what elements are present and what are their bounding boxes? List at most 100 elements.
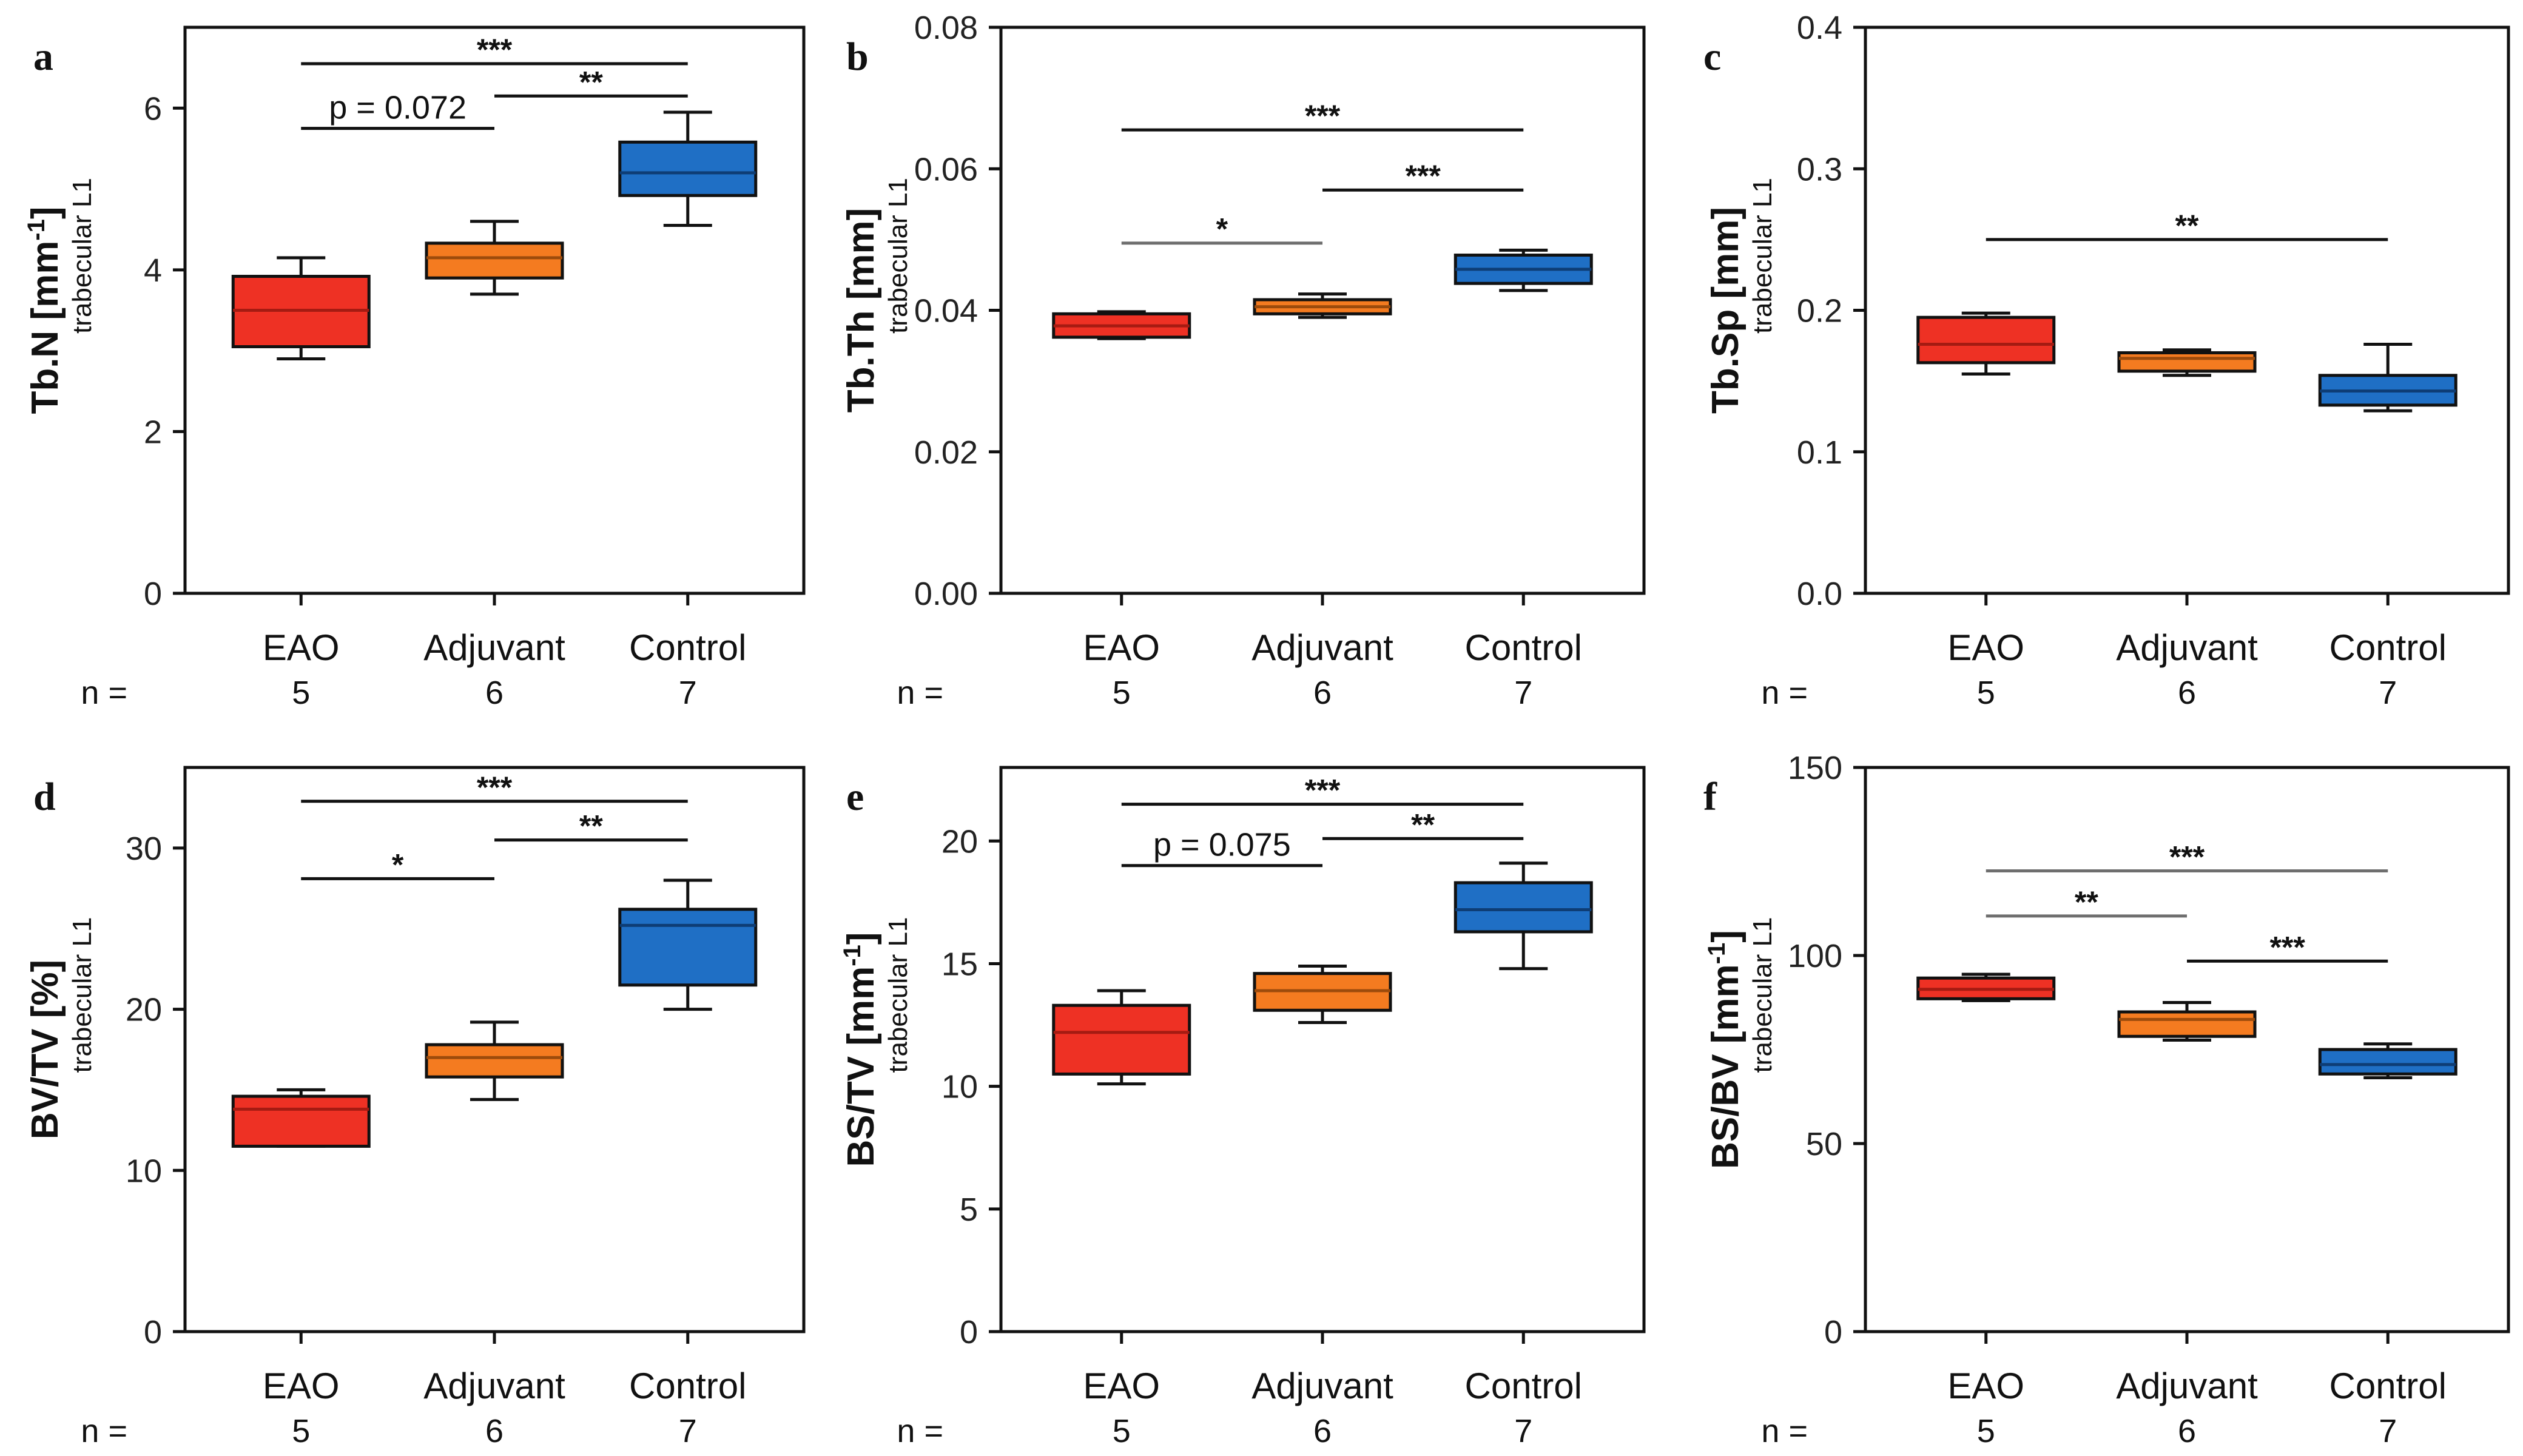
y-tick-label: 0.02 (914, 434, 978, 471)
n-count: 7 (679, 1413, 697, 1449)
category-label: Adjuvant (2116, 627, 2258, 668)
y-tick-label: 0.04 (914, 293, 978, 329)
significance-label: p = 0.075 (1153, 827, 1291, 863)
y-tick-label: 0 (960, 1314, 978, 1350)
n-count: 5 (1977, 1413, 1995, 1449)
n-count: 6 (2178, 675, 2196, 711)
y-tick-label: 2 (144, 414, 162, 450)
n-count: 6 (485, 675, 504, 711)
y-tick-label: 0.00 (914, 576, 978, 612)
box-eao (1916, 972, 2056, 1002)
box-control (1454, 861, 1593, 971)
y-tick-label: 0.2 (1797, 293, 1842, 329)
box-control (2318, 342, 2457, 413)
y-tick-label: 0.06 (914, 151, 978, 187)
y-axis-label: BS/TV [mm-1] (839, 932, 882, 1167)
panel-f: f 0 50 100 150 BS/BV [mm-1] trabecular L1 n = EA… (1703, 750, 2510, 1449)
y-axis-sublabel: trabecular L1 (67, 178, 97, 334)
y-tick-label: 50 (1806, 1126, 1842, 1162)
category-label: EAO (263, 1366, 340, 1406)
n-prefix: n = (897, 675, 943, 711)
n-count: 6 (2178, 1413, 2196, 1449)
category-label: EAO (1083, 627, 1160, 668)
y-tick-label: 10 (126, 1153, 162, 1189)
iqr-box (2117, 1010, 2257, 1038)
box-control (618, 110, 758, 228)
panel-letter: d (33, 775, 56, 819)
iqr-box (2318, 1048, 2457, 1076)
iqr-box (1454, 881, 1593, 934)
box-control (2318, 1042, 2457, 1079)
significance-label: * (392, 848, 404, 881)
box-eao (231, 1088, 371, 1148)
box-eao (1052, 310, 1191, 340)
plot-frame (1864, 25, 2510, 595)
panel-letter: b (846, 35, 869, 79)
significance-label: * (1216, 212, 1228, 246)
box-adjuvant (1253, 292, 1392, 319)
y-axis-sublabel: trabecular L1 (1748, 917, 1777, 1073)
box-adjuvant (425, 1020, 564, 1101)
iqr-box (425, 241, 564, 280)
n-count: 6 (1313, 1413, 1332, 1449)
significance-label: *** (2169, 840, 2205, 874)
significance-label: *** (477, 33, 513, 67)
panel-letter: a (33, 35, 53, 79)
significance-label: *** (1305, 99, 1341, 133)
y-axis-label-tail: ] (24, 206, 66, 219)
n-count: 5 (292, 1413, 310, 1449)
category-label: Control (1465, 627, 1582, 668)
y-axis-label-superscript: -1 (1703, 943, 1730, 965)
box-adjuvant (2117, 1001, 2257, 1042)
y-tick-label: 0 (1824, 1314, 1842, 1350)
box-control (618, 878, 758, 1011)
y-tick-label: 0 (144, 1314, 162, 1350)
y-axis-label-text: Tb.Th [mm] (840, 208, 882, 413)
y-axis-label-tail: ] (840, 932, 882, 945)
category-label: Control (1465, 1366, 1582, 1406)
iqr-box (425, 1043, 564, 1079)
significance-label: ** (579, 65, 603, 99)
y-tick-label: 150 (1788, 750, 1842, 786)
y-axis-label-superscript: -1 (839, 945, 866, 966)
panel-letter: c (1703, 35, 1721, 79)
y-tick-label: 0.0 (1797, 576, 1842, 612)
panel-letter: f (1703, 775, 1717, 819)
box-eao (231, 256, 371, 360)
category-label: Adjuvant (423, 1366, 565, 1406)
panel-b: b 0.00 0.02 0.04 0.06 0.08 Tb.Th [mm] trabecula… (840, 10, 1646, 711)
y-tick-label: 20 (941, 823, 978, 860)
y-axis-label: Tb.N [mm-1] (23, 206, 66, 414)
y-tick-label: 0.3 (1797, 151, 1842, 187)
iqr-box (1052, 1003, 1191, 1076)
iqr-box (231, 1094, 371, 1148)
y-axis-label: Tb.Th [mm] (840, 208, 882, 413)
significance-label: ** (2175, 209, 2199, 243)
panel-a: a 0 2 4 6 Tb.N [mm-1] trabecular L1 n = EAO 5 Adju… (23, 25, 806, 711)
n-count: 5 (1113, 675, 1131, 711)
category-label: EAO (1083, 1366, 1160, 1406)
category-label: EAO (263, 627, 340, 668)
y-tick-label: 0.08 (914, 10, 978, 46)
n-count: 5 (292, 675, 310, 711)
y-tick-label: 15 (941, 946, 978, 982)
y-axis-label-text: Tb.N [mm (24, 241, 66, 414)
y-tick-label: 6 (144, 90, 162, 127)
significance-label: *** (1305, 774, 1341, 807)
y-tick-label: 0.1 (1797, 434, 1842, 471)
n-prefix: n = (81, 675, 127, 711)
significance-label: *** (477, 770, 513, 804)
n-prefix: n = (81, 1413, 127, 1449)
n-count: 6 (485, 1413, 504, 1449)
y-tick-label: 20 (126, 992, 162, 1028)
y-tick-label: 4 (144, 252, 162, 289)
n-count: 5 (1113, 1413, 1131, 1449)
panel-c: c 0.0 0.1 0.2 0.3 0.4 Tb.Sp [mm] trabecular L1 n… (1703, 10, 2510, 711)
category-label: EAO (1947, 627, 2024, 668)
y-axis-sublabel: trabecular L1 (67, 917, 97, 1073)
significance-label: ** (2075, 885, 2098, 919)
n-count: 5 (1977, 675, 1995, 711)
y-axis-label-tail: ] (1705, 930, 1747, 943)
y-tick-label: 10 (941, 1069, 978, 1105)
